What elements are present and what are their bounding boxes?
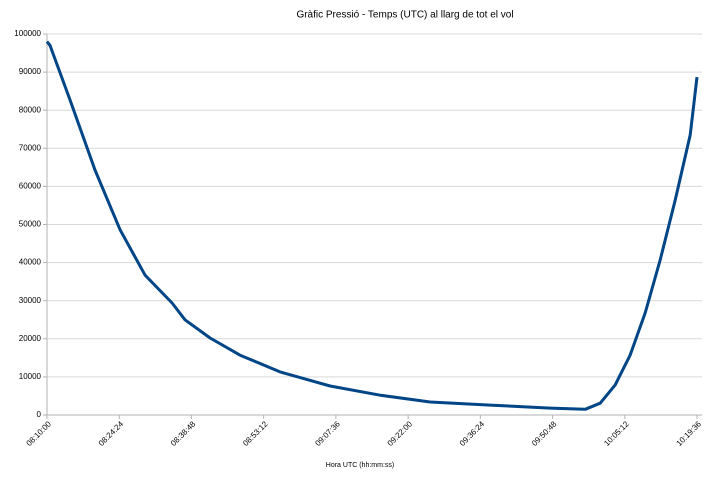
- x-tick-label: 09:36:24: [458, 419, 487, 448]
- x-tick-label: 08:38:48: [169, 419, 198, 448]
- x-tick-label: 10:19:36: [675, 419, 704, 448]
- y-tick-label: 60000: [19, 182, 42, 191]
- x-tick-label: 09:22:00: [386, 419, 415, 448]
- y-tick-label: 30000: [19, 296, 42, 305]
- y-tick-label: 10000: [19, 372, 42, 381]
- x-tick-label: 08:53:12: [241, 419, 270, 448]
- y-tick-label: 0: [37, 410, 42, 419]
- y-tick-label: 70000: [19, 143, 42, 152]
- line: [45, 40, 699, 411]
- x-tick-label: 09:07:36: [313, 419, 342, 448]
- y-tick-label: 40000: [19, 258, 42, 267]
- x-tick-label: 08:24:24: [97, 419, 126, 448]
- y-tick-label: 100000: [14, 29, 41, 38]
- y-tick-label: 50000: [19, 220, 42, 229]
- y-tick-label: 90000: [19, 67, 42, 76]
- x-tick-label: 09:50:48: [530, 419, 559, 448]
- y-tick-label: 80000: [19, 105, 42, 114]
- x-axis-label: Hora UTC (hh:mm:ss): [326, 462, 394, 469]
- y-tick-label: 20000: [19, 334, 42, 343]
- x-tick-label: 10:05:12: [602, 419, 631, 448]
- x-tick-label: 08:10:00: [25, 419, 54, 448]
- chart-title: Gràfic Pressió - Temps (UTC) al llarg de…: [296, 10, 513, 21]
